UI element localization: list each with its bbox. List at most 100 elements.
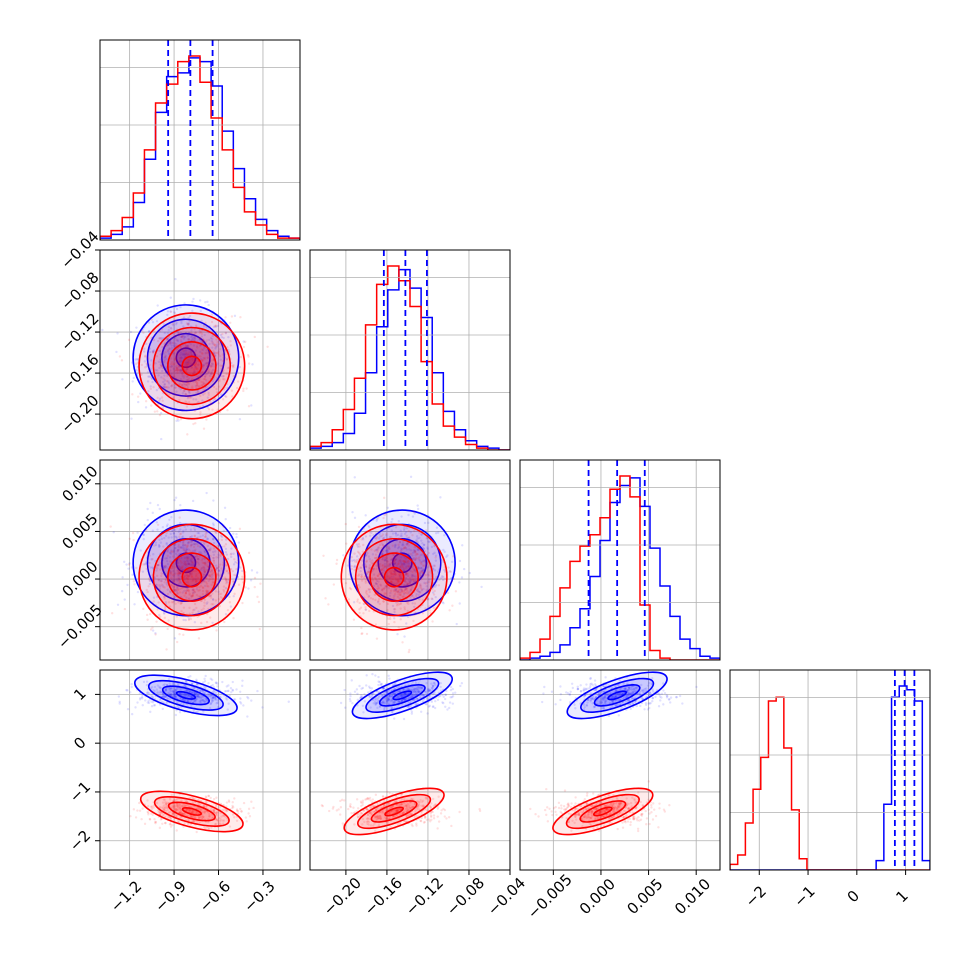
sample-point xyxy=(433,569,437,572)
sample-point xyxy=(164,351,167,354)
sample-point xyxy=(192,362,195,366)
sample-point xyxy=(202,363,206,367)
sample-point xyxy=(394,573,397,576)
sample-point xyxy=(222,375,225,378)
sample-point xyxy=(161,364,164,368)
sample-point xyxy=(425,536,429,540)
sample-point xyxy=(207,693,211,697)
sample-point xyxy=(448,570,452,573)
sample-point xyxy=(216,391,219,394)
sample-point xyxy=(185,375,189,379)
sample-point xyxy=(459,684,462,688)
sample-point xyxy=(401,641,404,644)
sample-point xyxy=(383,592,386,595)
sample-point xyxy=(233,592,236,596)
sample-point xyxy=(180,805,183,808)
sample-point xyxy=(247,697,250,700)
sample-point xyxy=(192,339,196,342)
sample-point xyxy=(203,811,206,814)
sample-point xyxy=(339,813,342,816)
sample-point xyxy=(181,334,184,338)
sample-point xyxy=(214,564,218,567)
sample-point xyxy=(426,581,429,584)
sample-point xyxy=(176,549,179,552)
sample-point xyxy=(202,569,205,572)
panel-frame xyxy=(99,249,301,451)
sample-point xyxy=(211,408,214,411)
sample-point xyxy=(203,826,206,829)
sample-point xyxy=(258,627,261,631)
sample-point xyxy=(198,337,201,340)
sample-point xyxy=(421,571,425,575)
sample-point xyxy=(191,588,194,592)
sample-point xyxy=(184,400,187,403)
sample-point xyxy=(226,557,230,561)
sample-point xyxy=(195,381,199,384)
sample-point xyxy=(232,580,235,583)
sample-point xyxy=(205,418,208,421)
sample-point xyxy=(146,701,149,704)
panel-content xyxy=(100,250,300,450)
panel-1-1 xyxy=(309,249,511,451)
sample-point xyxy=(387,575,391,578)
sample-point xyxy=(368,564,372,567)
sample-point xyxy=(186,353,189,356)
sample-point xyxy=(432,814,436,817)
sample-point xyxy=(407,513,410,517)
sample-point xyxy=(415,535,419,538)
sample-point xyxy=(169,690,172,693)
sample-point xyxy=(165,702,168,705)
sample-point xyxy=(135,566,138,570)
sample-point xyxy=(167,691,170,695)
sample-point xyxy=(228,694,231,697)
sample-point xyxy=(369,534,372,537)
sample-point xyxy=(419,584,423,588)
sample-point xyxy=(375,564,378,567)
sample-point xyxy=(212,581,215,585)
sample-point xyxy=(419,583,422,586)
sample-point xyxy=(174,496,178,499)
sample-point xyxy=(458,602,461,605)
sample-point xyxy=(194,366,197,369)
sample-point xyxy=(162,804,166,807)
sample-point xyxy=(374,557,377,560)
sample-point xyxy=(180,567,184,570)
sample-point xyxy=(363,602,366,606)
sample-point xyxy=(164,803,167,806)
sample-point xyxy=(158,349,162,353)
sample-point xyxy=(183,546,186,550)
sample-point xyxy=(214,590,218,593)
sample-point xyxy=(190,396,193,399)
sample-point xyxy=(356,807,360,810)
sample-point xyxy=(202,382,205,385)
sample-point xyxy=(173,596,176,599)
sample-point xyxy=(261,706,264,709)
sample-point xyxy=(219,358,222,361)
sample-point xyxy=(223,809,226,812)
sample-point xyxy=(402,717,406,721)
sample-point xyxy=(203,567,206,570)
sample-point xyxy=(205,602,208,605)
sample-point xyxy=(197,558,200,561)
sample-point xyxy=(203,601,206,604)
sample-point xyxy=(207,573,210,576)
sample-point xyxy=(162,694,165,698)
sample-point xyxy=(393,559,396,562)
sample-point xyxy=(227,684,230,687)
sample-point xyxy=(190,550,193,553)
sample-point xyxy=(198,545,202,549)
sample-point xyxy=(244,816,248,819)
sample-point xyxy=(187,540,191,544)
sample-point xyxy=(212,696,215,699)
sample-point xyxy=(164,385,168,389)
sample-point xyxy=(123,607,127,611)
sample-point xyxy=(196,576,200,580)
sample-point xyxy=(180,340,183,344)
sample-point xyxy=(216,362,220,365)
sample-point xyxy=(401,566,405,569)
sample-point xyxy=(209,364,212,368)
sample-point xyxy=(387,564,391,568)
sample-point xyxy=(438,578,441,581)
sample-point xyxy=(185,353,189,356)
sample-point xyxy=(193,549,197,553)
